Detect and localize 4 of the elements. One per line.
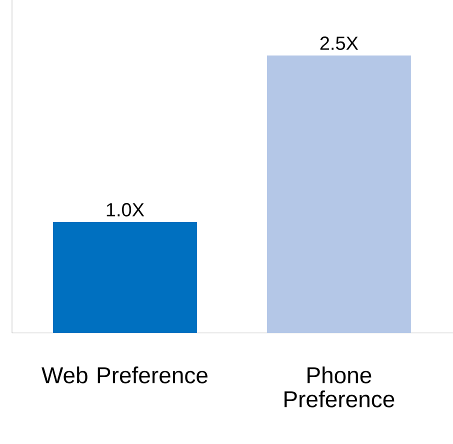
x-tick-label: Web Preference xyxy=(42,366,208,384)
data-label: 2.5X xyxy=(320,36,358,50)
x-tick-label: Phone Preference xyxy=(284,366,394,408)
data-label: 1.0X xyxy=(106,203,144,216)
